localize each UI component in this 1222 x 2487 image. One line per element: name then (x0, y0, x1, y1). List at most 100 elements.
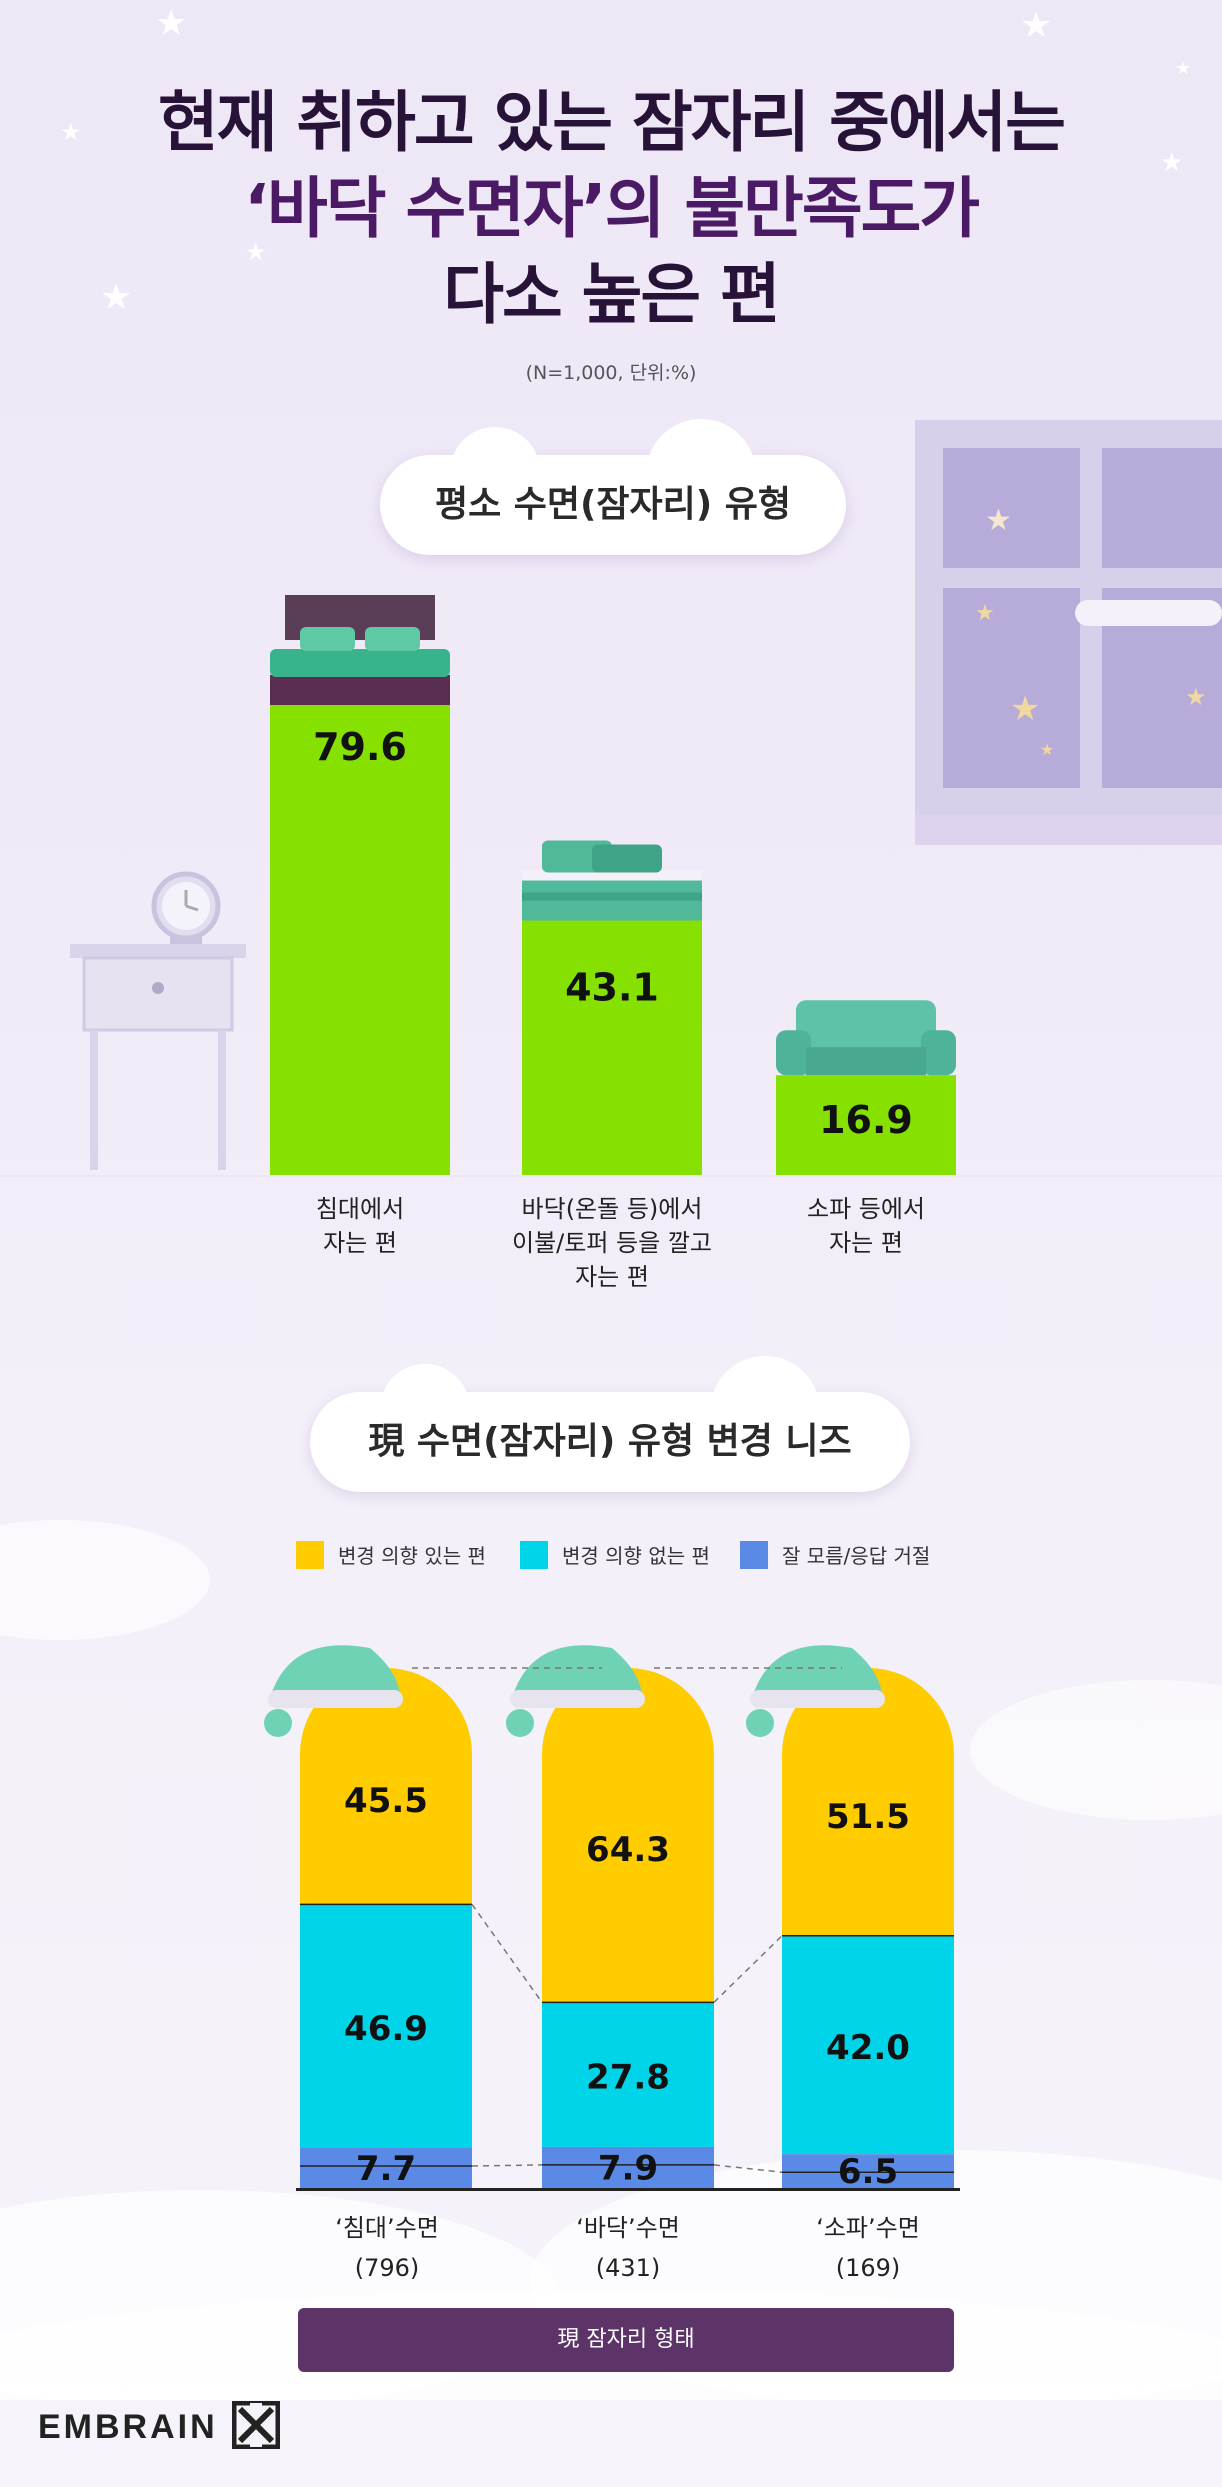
chart2-xlabel-2: ‘바닥’수면 (431) (528, 2208, 728, 2288)
legend-label: 변경 의향 있는 편 (338, 1544, 486, 1568)
chart1-xlabel-line: 자는 편 (323, 1229, 397, 1257)
mattress-layer-icon (522, 892, 702, 901)
sample-note: (N=1,000, 단위:%) (525, 362, 697, 384)
logo-text: EMBRAIN (38, 2407, 218, 2446)
chart1-xlabel-line: 자는 편 (575, 1263, 649, 1291)
chart1-xlabel-1: 침대에서 자는 편 (220, 1192, 500, 1260)
connector-line (713, 2164, 783, 2173)
svg-text:★: ★ (985, 503, 1012, 538)
chart1-xlabel-line: 소파 등에서 (806, 1195, 926, 1223)
bed-frame-icon (270, 675, 450, 705)
star-icon: ★ (1160, 148, 1184, 178)
chart1-xlabel-line: 자는 편 (829, 1229, 903, 1257)
value-label-unknown: 7.9 (598, 2148, 658, 2188)
nightcap-band-icon (268, 1690, 403, 1708)
svg-text:★: ★ (975, 601, 995, 626)
bar-value-label: 16.9 (819, 1098, 913, 1142)
chart1-xlabel-line: 바닥(온돌 등)에서 (521, 1195, 703, 1223)
sofa-seat-icon (806, 1047, 926, 1076)
nightcap-icon (512, 1645, 642, 1698)
title-line-3: 다소 높은 편 (443, 256, 781, 333)
value-label-willing: 51.5 (826, 1797, 910, 1837)
logo-mark-icon (231, 2400, 281, 2453)
sofa-arm-icon (921, 1030, 956, 1076)
chart2-xlabel-1: ‘침대’수면 (796) (287, 2208, 487, 2288)
chart2-category: ‘소파’수면 (816, 2214, 920, 2242)
legend-item-unknown: 잘 모름/응답 거절 (740, 1540, 930, 1569)
value-label-unknown: 6.5 (838, 2152, 898, 2192)
nightcap-icon (752, 1645, 882, 1698)
legend-item-willing: 변경 의향 있는 편 (296, 1540, 486, 1569)
embrain-logo: EMBRAIN (38, 2400, 281, 2453)
page-title: 현재 취하고 있는 잠자리 중에서는 ‘바닥 수면자’의 불만족도가 다소 높은… (0, 80, 1222, 338)
pillow-icon (300, 627, 355, 651)
current-bedding-type-button[interactable]: 現 잠자리 형태 (298, 2308, 954, 2372)
bar-segment-unwilling (300, 1904, 472, 2148)
change-needs-stacked-chart: 45.5 46.9 7.7 64.3 27.8 7.9 51.5 42.0 6.5 (264, 1645, 960, 2192)
pillow-icon (592, 844, 662, 873)
button-label: 現 잠자리 형태 (557, 2327, 695, 2352)
value-label-unknown: 7.7 (356, 2149, 416, 2189)
star-icon: ★ (1175, 58, 1192, 79)
bar-segment-unknown (782, 2154, 954, 2188)
legend-swatch (520, 1540, 548, 1569)
section1-title: 평소 수면(잠자리) 유형 (434, 484, 792, 525)
connector-line (471, 2164, 543, 2167)
chart2-xlabel-3: ‘소파’수면 (169) (768, 2208, 968, 2288)
star-icon: ★ (155, 3, 188, 44)
nightcap-pompom-icon (746, 1709, 774, 1737)
nightcap-pompom-icon (264, 1709, 292, 1737)
chart1-xlabel-line: 이불/토퍼 등을 깔고 (512, 1229, 712, 1257)
value-label-unwilling: 27.8 (586, 2058, 670, 2098)
chart2-category-n: (796) (354, 2254, 420, 2282)
bar-segment-unwilling (542, 2002, 714, 2147)
legend-item-unwilling: 변경 의향 없는 편 (520, 1540, 710, 1569)
chart2-baseline (296, 2188, 960, 2191)
section2-title-cloud: 現 수면(잠자리) 유형 변경 니즈 (310, 1356, 910, 1492)
chart1-xlabel-3: 소파 등에서 자는 편 (726, 1192, 1006, 1260)
star-icon: ★ (100, 277, 133, 318)
legend-swatch (296, 1540, 324, 1569)
window-illustration: ★ ★ ★ ★ ★ (855, 420, 1222, 860)
legend-label: 잘 모름/응답 거절 (782, 1544, 931, 1568)
bar (270, 705, 450, 1175)
nightcap-icon (270, 1645, 400, 1698)
title-line-1: 현재 취하고 있는 잠자리 중에서는 (158, 84, 1066, 161)
mattress-sheet-icon (522, 870, 702, 881)
pillow-icon (365, 627, 420, 651)
chart1-baseline (0, 1175, 1222, 1177)
sofa-back-icon (796, 1000, 936, 1051)
bar-segment-unknown (542, 2146, 714, 2188)
value-label-willing: 64.3 (586, 1830, 670, 1870)
chart2-category-n: (431) (595, 2254, 661, 2282)
bed-blanket-icon (270, 649, 450, 677)
star-icon: ★ (1020, 5, 1053, 46)
title-line-2: ‘바닥 수면자’의 불만족도가 (243, 170, 980, 247)
nightstand-illustration (70, 870, 250, 1170)
legend-swatch (740, 1540, 768, 1569)
chart2-category: ‘침대’수면 (335, 2214, 439, 2242)
nightcap-band-icon (510, 1690, 645, 1708)
nightcap-pompom-icon (506, 1709, 534, 1737)
star-icon: ★ (60, 118, 82, 146)
bar-value-label: 43.1 (565, 966, 659, 1010)
bar-segment-willing (782, 1668, 954, 1936)
bar (522, 920, 702, 1175)
chart2-category: ‘바닥’수면 (576, 2214, 680, 2242)
connector-line (471, 1903, 543, 2003)
svg-text:★: ★ (1040, 740, 1054, 759)
sofa-arm-icon (776, 1030, 811, 1076)
bar-value-label: 79.6 (313, 725, 407, 769)
star-icon: ★ (245, 238, 267, 266)
value-label-willing: 45.5 (344, 1781, 428, 1821)
value-label-unwilling: 46.9 (344, 2009, 428, 2049)
sleep-type-bar-chart: 79.6 43.1 16.9 (0, 595, 1222, 1177)
bar-segment-willing (542, 1668, 714, 2003)
chart1-xlabel-2: 바닥(온돌 등)에서 이불/토퍼 등을 깔고 자는 편 (462, 1192, 762, 1294)
svg-text:★: ★ (1010, 689, 1040, 729)
bar (776, 1075, 956, 1175)
value-label-unwilling: 42.0 (826, 2028, 910, 2068)
bar-segment-willing (300, 1668, 472, 1905)
bar-segment-unwilling (782, 1935, 954, 2155)
svg-text:★: ★ (1185, 683, 1207, 711)
